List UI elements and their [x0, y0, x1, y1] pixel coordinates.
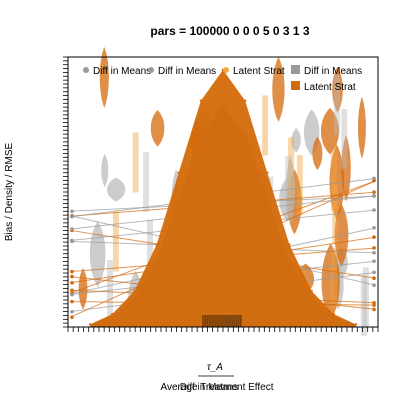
trace-point [372, 300, 376, 305]
trace-point [70, 214, 74, 219]
x-axis-title: Average Treatment Effect [160, 382, 273, 393]
trace-point [70, 274, 74, 279]
trace-point [70, 238, 74, 243]
y-axis-ticks [63, 56, 68, 328]
trace-point [372, 193, 376, 198]
interval-bar [143, 152, 150, 213]
interval-bar [341, 108, 348, 169]
trace-point [70, 209, 74, 214]
violin-shape [291, 128, 301, 153]
data-point [133, 289, 136, 293]
trace-point [70, 269, 74, 274]
trace-point [70, 292, 74, 297]
violin-shape [106, 177, 126, 202]
chart-title: pars = 100000 0 0 0 5 0 3 1 3 [150, 24, 309, 38]
data-point [288, 243, 291, 246]
trace-point [372, 246, 376, 250]
legend-swatch [83, 67, 89, 73]
trace-point [372, 235, 376, 239]
interval-bar [330, 150, 337, 211]
legend-swatch [223, 67, 229, 73]
violin-shape [150, 109, 165, 147]
trace-point [372, 190, 376, 194]
data-point [266, 171, 269, 174]
legend-swatch [291, 65, 300, 74]
violin-shape [312, 136, 323, 170]
data-point [332, 312, 335, 316]
data-point [243, 99, 247, 102]
density-area-latent-strat [90, 69, 356, 327]
legend-label: Latent Strat [304, 82, 356, 93]
legend: Diff in Means Diff in Means Latent Strat Di… [83, 65, 362, 93]
legend-label: Diff in Means [158, 66, 216, 77]
legend-label: Latent Strat [233, 66, 285, 77]
interval-bar [262, 95, 269, 156]
x-symbol-label: τ_A [207, 362, 223, 373]
interval-bar [362, 267, 369, 328]
trace-point [70, 281, 74, 285]
trace-point [372, 176, 376, 181]
violin-shape [332, 66, 343, 113]
trace-point [70, 299, 74, 304]
violin-shape [329, 144, 345, 221]
interval-bar [112, 211, 119, 272]
x-axis-ticks [67, 315, 379, 332]
data-point [111, 312, 114, 316]
trace-point [70, 315, 74, 320]
interval-bar [146, 219, 153, 280]
y-axis-title: Bias / Density / RMSE [4, 142, 15, 241]
trace-point [372, 283, 376, 288]
trace-point [372, 225, 376, 230]
trace-point [372, 251, 376, 255]
legend-label: Diff in Means [93, 66, 151, 77]
violin-shape [99, 46, 109, 108]
interval-bar [285, 155, 292, 216]
data-point [88, 323, 92, 326]
trace-point [70, 288, 74, 293]
interval-bar [360, 275, 367, 336]
violin-shape [320, 107, 340, 155]
data-point [199, 99, 203, 102]
trace-point [372, 270, 376, 275]
violin-shape [341, 134, 351, 202]
interval-bar [132, 132, 139, 193]
violin-shape [101, 153, 109, 188]
trace-point [372, 307, 376, 312]
trace-point [372, 208, 376, 212]
violin-shape [89, 220, 106, 287]
trace-point [372, 259, 376, 263]
data-point [354, 323, 358, 326]
violin-shape [272, 56, 285, 122]
interval-bar [296, 155, 303, 216]
trace-point [372, 276, 376, 281]
interval-bar [288, 137, 295, 198]
legend-label: Diff in Means [304, 66, 362, 77]
data-point [310, 289, 313, 293]
trace-point [70, 309, 74, 314]
data-point [155, 243, 158, 246]
data-point [177, 171, 180, 174]
legend-swatch [148, 67, 154, 73]
trace-point [70, 227, 74, 231]
legend-swatch [291, 81, 300, 90]
violin-shape [357, 96, 366, 159]
interval-bar [333, 74, 340, 135]
x-axis-title-overlay: Diff in Means [180, 382, 238, 393]
